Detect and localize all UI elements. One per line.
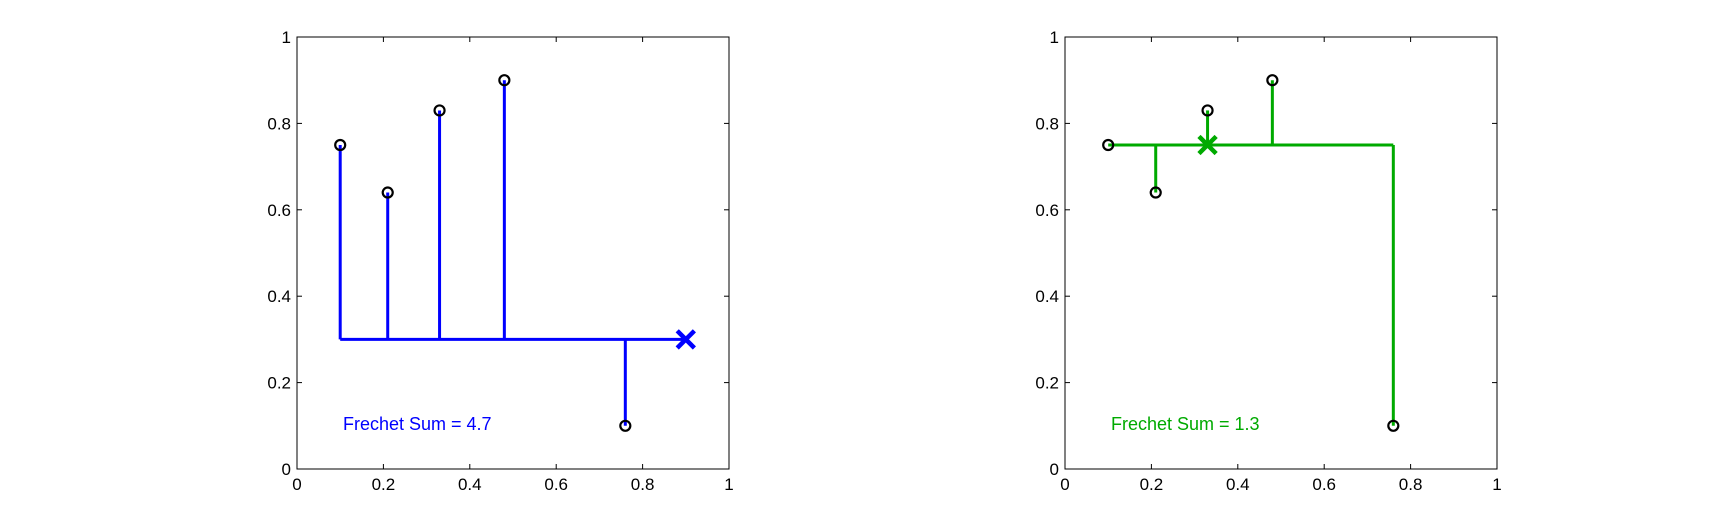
x-tick-label: 0.2 xyxy=(1140,475,1164,494)
x-tick-label: 1 xyxy=(1492,475,1501,494)
plot-panel-1: 0 0.2 0.4 0.6 0.8 1 0 0.2 0.4 0.6 0.8 1 Frechet Sum … xyxy=(267,28,733,494)
data-point xyxy=(1102,138,1115,152)
y-tick-label: 0.8 xyxy=(267,114,291,133)
x-tick-label: 0.4 xyxy=(458,475,482,494)
x-tick-label: 0.8 xyxy=(631,475,655,494)
median-marker xyxy=(1197,134,1218,156)
data-point xyxy=(1149,186,1162,199)
x-tick-label: 1 xyxy=(724,475,733,494)
y-tick-label: 0.8 xyxy=(1035,114,1059,133)
data-point xyxy=(433,104,446,117)
y-tick-label: 0 xyxy=(1050,460,1059,479)
axes-box xyxy=(1064,36,1498,470)
median-marker-stroke xyxy=(1197,134,1218,156)
x-tick-label: 0.6 xyxy=(544,475,568,494)
data-point xyxy=(1266,74,1279,87)
data-point xyxy=(619,419,632,432)
frechet-sum-annotation: Frechet Sum = 4.7 xyxy=(343,414,492,434)
data-point xyxy=(498,74,511,87)
x-tick-label: 0.2 xyxy=(372,475,396,494)
data-point xyxy=(1201,104,1214,117)
data-point xyxy=(381,186,394,199)
data-point xyxy=(1387,419,1400,432)
x-tick-label: 0 xyxy=(292,475,301,494)
y-tick-label: 0.6 xyxy=(267,201,291,220)
x-tick-label: 0.4 xyxy=(1226,475,1250,494)
median-marker-stroke xyxy=(675,329,696,350)
y-tick-label: 0 xyxy=(282,460,291,479)
y-tick-label: 1 xyxy=(282,28,291,47)
plot-panel-2: 0 0.2 0.4 0.6 0.8 1 0 0.2 0.4 0.6 0.8 1 Frechet Sum … xyxy=(1035,28,1501,494)
median-marker xyxy=(675,329,696,350)
y-tick-label: 0.4 xyxy=(1035,287,1059,306)
y-tick-label: 0.2 xyxy=(1035,374,1059,393)
x-tick-label: 0.8 xyxy=(1399,475,1423,494)
x-tick-label: 0.6 xyxy=(1312,475,1336,494)
axes-box xyxy=(296,36,730,470)
y-tick-label: 0.2 xyxy=(267,374,291,393)
y-tick-label: 0.4 xyxy=(267,287,291,306)
y-tick-label: 0.6 xyxy=(1035,201,1059,220)
x-tick-label: 0 xyxy=(1060,475,1069,494)
y-tick-label: 1 xyxy=(1050,28,1059,47)
data-point xyxy=(334,138,347,152)
frechet-sum-annotation: Frechet Sum = 1.3 xyxy=(1111,414,1260,434)
